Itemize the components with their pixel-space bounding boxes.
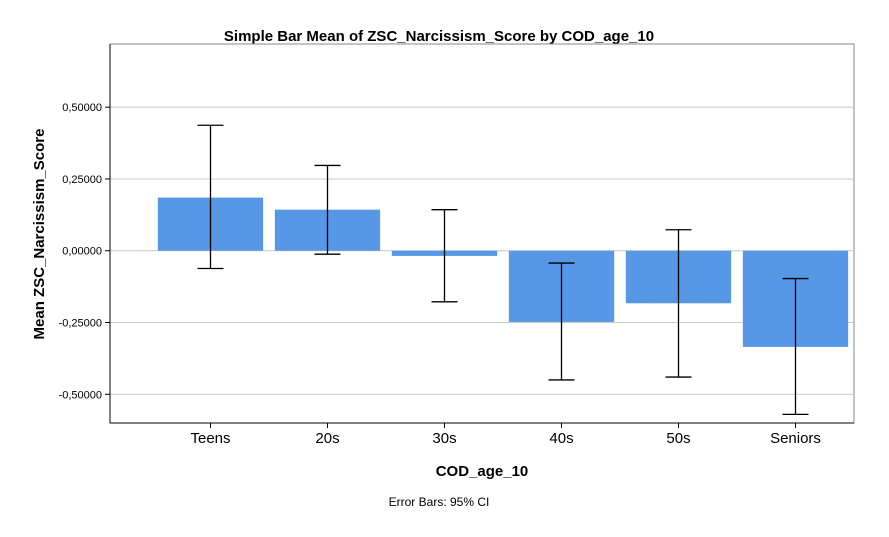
- x-tick-label: 40s: [549, 430, 573, 447]
- y-tick-label: -0,50000: [59, 389, 102, 401]
- bars: [157, 197, 849, 347]
- x-axis-title: COD_age_10: [436, 463, 529, 480]
- y-tick-labels: 0,50000 0,25000 0,00000 -0,25000 -0,50000: [59, 102, 110, 401]
- error-bars-note: Error Bars: 95% CI: [389, 495, 490, 509]
- x-tick-label: 20s: [315, 430, 339, 447]
- y-tick-label: 0,50000: [62, 102, 102, 114]
- chart-title: Simple Bar Mean of ZSC_Narcissism_Score …: [224, 28, 654, 45]
- y-tick-label: -0,25000: [59, 318, 102, 330]
- x-tick-label: Teens: [190, 430, 230, 447]
- x-tick-labels: Teens 20s 30s 40s 50s Seniors: [190, 423, 821, 447]
- y-tick-label: 0,00000: [62, 246, 102, 258]
- y-axis-title: Mean ZSC_Narcissism_Score: [31, 129, 48, 340]
- x-tick-label: 50s: [666, 430, 690, 447]
- y-tick-label: 0,25000: [62, 174, 102, 186]
- x-tick-label: Seniors: [770, 430, 821, 447]
- x-tick-label: 30s: [432, 430, 456, 447]
- error-bars: [197, 124, 809, 416]
